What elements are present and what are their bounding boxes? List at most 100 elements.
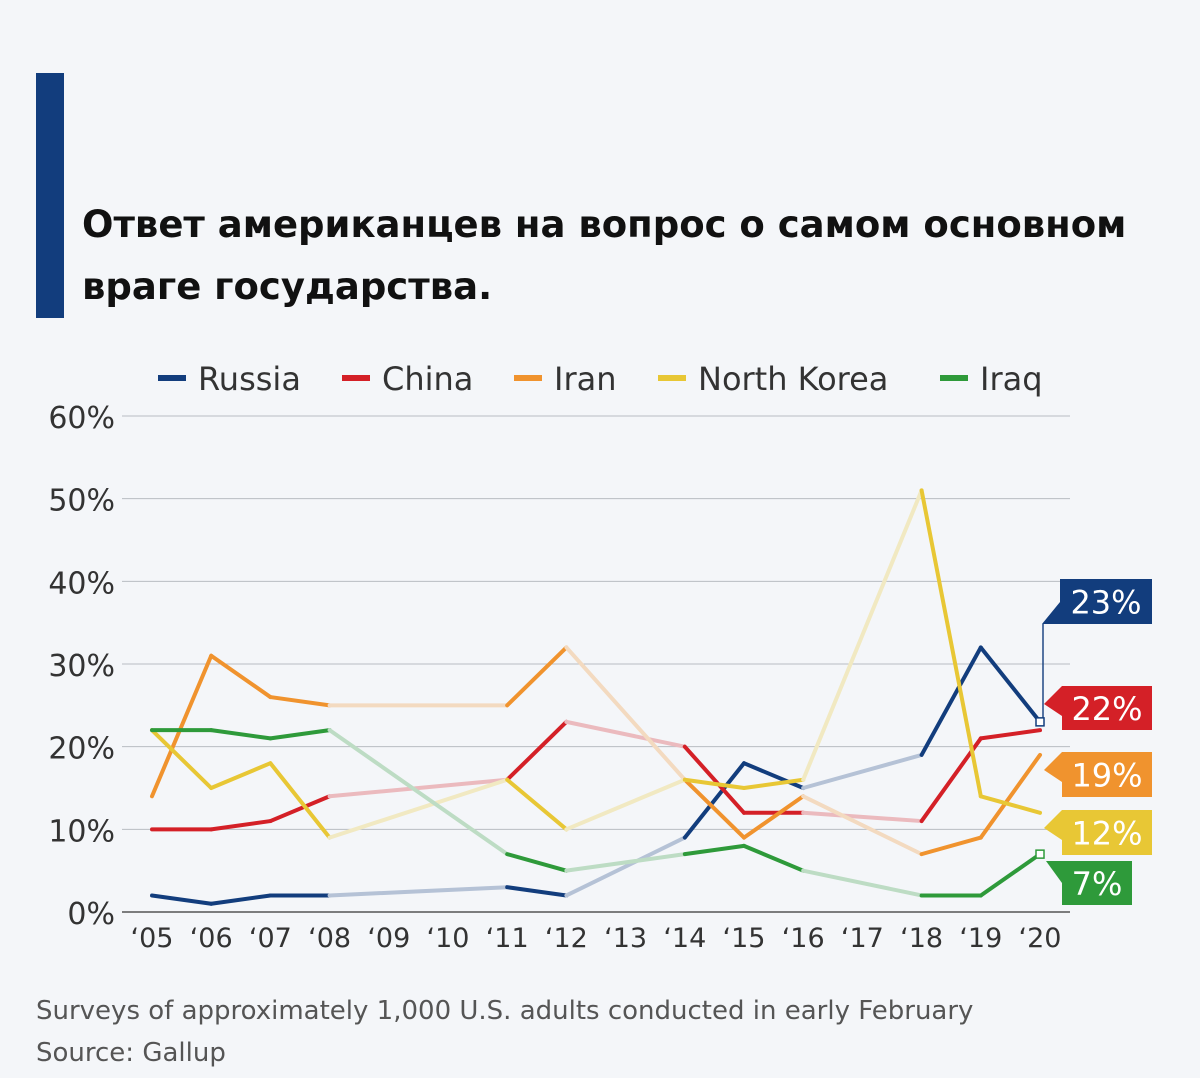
x-tick-label: ‘15 — [723, 923, 766, 954]
series-segment — [327, 777, 510, 799]
series-segment — [327, 728, 510, 857]
series-segment — [682, 761, 746, 840]
x-tick-label: ‘19 — [959, 923, 1002, 954]
series-segment — [801, 810, 924, 824]
series-segment — [209, 728, 273, 741]
y-tick-label: 50% — [48, 484, 115, 519]
title-accent-bar — [36, 73, 64, 318]
legend-entry: North Korea — [698, 360, 888, 398]
series-segment — [742, 777, 806, 790]
series-segment — [682, 777, 746, 790]
series-segment — [978, 728, 1042, 741]
end-label-text: 19% — [1071, 757, 1142, 795]
y-tick-label: 20% — [48, 732, 115, 767]
end-label-box — [1060, 579, 1152, 624]
end-label-pointer — [1044, 752, 1062, 782]
series-segment — [564, 852, 687, 873]
chart-footer: Surveys of approximately 1,000 U.S. adul… — [36, 990, 973, 1074]
series-segment — [564, 835, 687, 898]
series-segment — [150, 653, 214, 799]
end-label-pointer — [1042, 602, 1060, 624]
x-tick-label: ‘14 — [663, 923, 706, 954]
series-segment — [327, 885, 510, 898]
end-label-text: 22% — [1071, 690, 1142, 728]
x-tick-label: ‘16 — [782, 923, 825, 954]
end-point-marker — [1035, 717, 1045, 727]
end-label-pointer — [1044, 810, 1062, 840]
end-label-north-korea: 12% — [1044, 810, 1152, 855]
series-segment — [209, 761, 273, 790]
x-tick-label: ‘07 — [249, 923, 292, 954]
series-segment — [209, 893, 273, 906]
end-label-iraq: 7% — [1046, 861, 1132, 905]
series-segment — [150, 728, 214, 790]
end-point-marker — [1035, 849, 1045, 859]
end-label-iran: 19% — [1044, 752, 1152, 797]
x-tick-label: ‘06 — [190, 923, 233, 954]
series-segment — [327, 777, 510, 840]
x-tick-label: ‘17 — [841, 923, 884, 954]
end-label-text: 23% — [1070, 584, 1141, 622]
series-segment — [978, 752, 1042, 840]
chart-title: Ответ американцев на вопрос о самом осно… — [82, 203, 1127, 308]
x-tick-label: ‘12 — [545, 923, 588, 954]
x-tick-label: ‘08 — [308, 923, 351, 954]
series-segment — [801, 488, 924, 782]
series-segment — [564, 645, 687, 782]
series-segment — [505, 719, 569, 782]
series-segment — [978, 645, 1042, 724]
series-segment — [682, 744, 746, 815]
x-tick-label: ‘10 — [427, 923, 470, 954]
end-label-china: 22% — [1044, 686, 1152, 730]
y-tick-label: 40% — [48, 566, 115, 601]
y-tick-label: 30% — [48, 649, 115, 684]
series-segment — [564, 777, 687, 832]
y-tick-label: 60% — [48, 401, 115, 436]
end-label-box — [1062, 861, 1132, 905]
series-segment — [505, 852, 569, 873]
x-tick-label: ‘13 — [604, 923, 647, 954]
x-tick-label: ‘09 — [367, 923, 410, 954]
series-segment — [978, 794, 1042, 815]
end-label-box — [1062, 810, 1152, 855]
series-lines — [150, 488, 1042, 906]
end-label-pointer — [1046, 861, 1062, 883]
series-segment — [682, 777, 746, 840]
series-segment — [801, 752, 924, 790]
series-segment — [505, 885, 569, 898]
line-chart: 0% 10% 20% 30% 40% 50% 60% ‘05 ‘06 ‘07 ‘08 ‘09 ‘10 ‘1… — [48, 360, 1152, 954]
source-note: Source: Gallup — [36, 1038, 226, 1068]
series-segment — [978, 852, 1042, 898]
series-segment — [682, 843, 746, 857]
survey-note: Surveys of approximately 1,000 U.S. adul… — [36, 996, 974, 1026]
x-tick-label: ‘05 — [131, 923, 174, 954]
end-label-text: 12% — [1071, 815, 1142, 853]
series-segment — [564, 719, 687, 749]
series-segment — [919, 835, 983, 857]
legend-entry: Iran — [554, 360, 616, 398]
series-segment — [742, 761, 806, 790]
series-segment — [209, 653, 273, 700]
y-tick-label: 0% — [67, 897, 115, 932]
y-tick-label: 10% — [48, 814, 115, 849]
series-segment — [268, 695, 332, 708]
end-label-russia: 23% — [1042, 579, 1152, 722]
legend-entry: Russia — [198, 360, 301, 398]
series-segment — [209, 819, 273, 832]
series-segment — [801, 794, 924, 857]
series-segment — [268, 794, 332, 824]
series-segment — [268, 761, 332, 840]
legend-entry: China — [382, 360, 473, 398]
series-segment — [505, 645, 569, 708]
series-segment — [268, 728, 332, 741]
end-label-text: 7% — [1072, 865, 1123, 903]
end-label-box — [1062, 686, 1152, 730]
x-tick-label: ‘18 — [900, 923, 943, 954]
series-segment — [919, 488, 983, 799]
end-label-box — [1062, 752, 1152, 797]
legend-entry: Iraq — [980, 360, 1043, 398]
series-segment — [742, 843, 806, 873]
x-tick-label: ‘20 — [1019, 923, 1062, 954]
series-segment — [505, 777, 569, 832]
end-label-pointer — [1044, 686, 1062, 716]
